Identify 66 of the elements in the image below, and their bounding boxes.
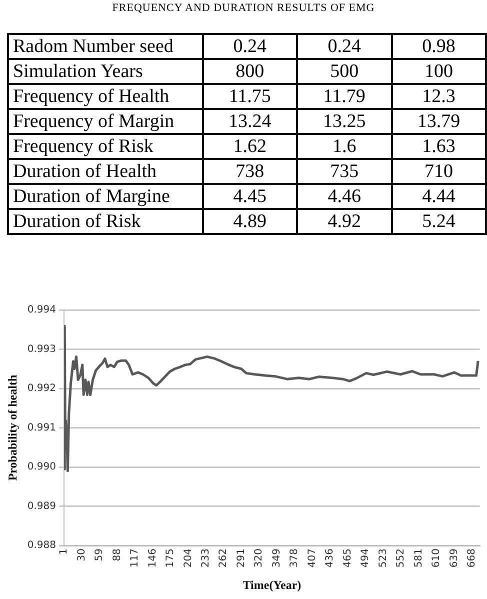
- data-label: 1.63: [392, 134, 486, 159]
- x-tick-label: 378: [289, 548, 300, 568]
- x-tick-label: 320: [254, 548, 265, 568]
- x-tick-label: 349: [271, 548, 282, 568]
- x-tick-label: 88: [112, 548, 123, 562]
- x-tick-label: 407: [306, 548, 318, 568]
- data-label: 500: [297, 59, 392, 84]
- x-tick-label: 552: [396, 548, 407, 568]
- x-tick-label: 1: [58, 548, 70, 555]
- y-tick-label: 0.992: [27, 383, 56, 394]
- category-label: Duration of Health: [8, 159, 203, 184]
- data-label: 738: [202, 159, 298, 184]
- data-label: 11.79: [297, 84, 392, 109]
- x-tick-label: 262: [218, 548, 230, 568]
- y-tick-label: 0.991: [27, 422, 56, 434]
- y-tick-label: 0.989: [27, 500, 56, 512]
- x-tick-label: 291: [236, 548, 247, 568]
- x-tick-label: 146: [147, 548, 158, 568]
- x-tick-label: 30: [76, 548, 88, 562]
- data-label: 12.3: [392, 84, 486, 109]
- x-tick-label: 233: [200, 548, 212, 568]
- data-label: 13.24: [202, 109, 298, 134]
- category-label: Duration of Risk: [8, 209, 203, 234]
- data-label: 13.79: [392, 109, 486, 134]
- y-tick-label: 0.994: [27, 304, 56, 316]
- data-label: 100: [392, 59, 486, 84]
- x-tick-label: 668: [466, 548, 478, 568]
- category-label: Frequency of Risk: [8, 134, 203, 159]
- x-tick-label: 465: [342, 548, 354, 568]
- data-label: 735: [297, 159, 392, 184]
- data-label: 11.75: [202, 84, 298, 109]
- x-tick-label: 175: [165, 548, 176, 568]
- x-tick-label: 204: [182, 548, 194, 568]
- data-label: 0.24: [297, 34, 392, 59]
- y-axis-title: Probability of health: [5, 374, 20, 481]
- x-tick-label: 523: [378, 548, 389, 568]
- category-label: Frequency of Margin: [8, 109, 203, 134]
- data-label: 4.92: [297, 209, 392, 234]
- data-label: 4.46: [297, 184, 392, 209]
- category-label: Frequency of Health: [8, 84, 203, 109]
- data-label: 4.44: [392, 184, 486, 209]
- data-label: 1.6: [297, 134, 392, 159]
- y-tick-label: 0.993: [27, 344, 56, 355]
- data-label: 4.45: [202, 184, 298, 209]
- text: FREQUENCY AND DURATION RESULTS OF EMG: [111, 2, 376, 16]
- category-label: Simulation Years: [8, 59, 203, 84]
- x-tick-label: 610: [431, 548, 442, 568]
- x-tick-label: 59: [94, 548, 106, 562]
- x-tick-label: 117: [130, 548, 141, 568]
- category-label: Duration of Margine: [8, 184, 203, 209]
- x-tick-label: 639: [448, 548, 460, 568]
- x-tick-label: 581: [413, 548, 424, 568]
- data-label: 800: [202, 59, 298, 84]
- y-tick-label: 0.988: [27, 540, 56, 552]
- data-label: 4.89: [202, 209, 298, 234]
- y-tick-label: 0.990: [27, 462, 56, 473]
- data-label: 0.24: [202, 34, 298, 59]
- data-label: 13.25: [297, 109, 392, 134]
- category-label: Radom Number seed: [8, 34, 203, 59]
- data-label: 0.98: [392, 34, 486, 59]
- data-label: 710: [392, 159, 486, 184]
- x-axis-title: Time(Year): [242, 578, 302, 592]
- data-label: 5.24: [392, 209, 486, 234]
- x-tick-label: 494: [360, 548, 372, 568]
- data-label: 1.62: [202, 134, 298, 159]
- x-tick-label: 436: [324, 548, 336, 568]
